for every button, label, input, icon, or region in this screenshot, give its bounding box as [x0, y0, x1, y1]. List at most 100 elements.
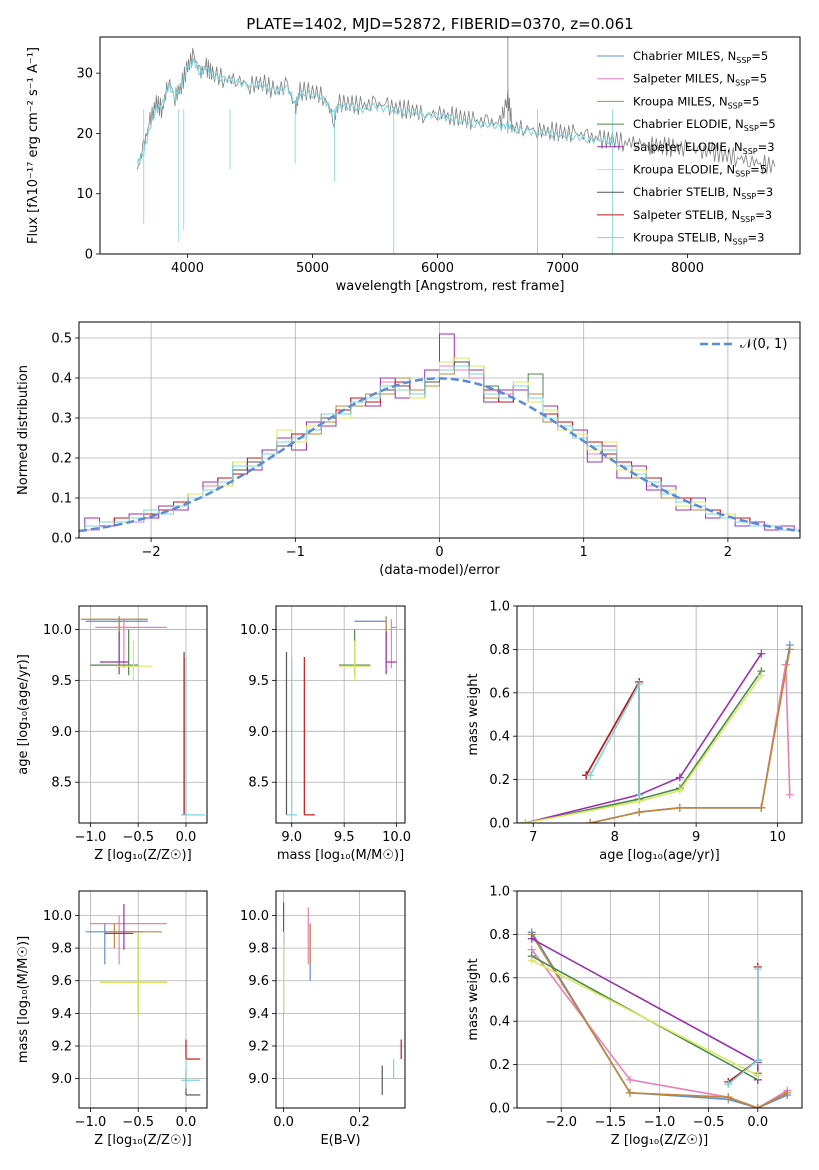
y-tick-label: 0.4 [489, 1015, 510, 1030]
x-tick-label: 9.5 [334, 830, 355, 845]
legend-label: Chabrier STELIB, NSSP=3 [633, 185, 773, 201]
legend-label-text: Chabrier ELODIE, N [633, 117, 744, 131]
legend-label-sub: SSP [744, 124, 759, 133]
x-tick-label: −1.0 [644, 1115, 676, 1130]
legend-label-sub: SSP [728, 101, 743, 110]
x-tick-label: 9.0 [281, 830, 302, 845]
x-axis-label: Z [log₁₀(Z/Z☉)] [94, 848, 191, 863]
y-tick-label: 10.0 [240, 909, 269, 924]
axes-frame [275, 890, 406, 1109]
weight-point [753, 1104, 762, 1108]
legend-label-text: Kroupa STELIB, N [633, 231, 733, 245]
legend-label-tail: =3 [755, 208, 772, 222]
gaussian-curve [79, 377, 800, 533]
y-tick-label: 1.0 [489, 885, 510, 900]
y-tick-label: 0.4 [51, 372, 72, 387]
weight-point [675, 773, 684, 782]
weight-point [586, 771, 595, 780]
x-axis-label: mass [log₁₀(M/M☉)] [277, 848, 404, 863]
age-vs-mass-plot: 9.0 9.5 10.0 8.5 9.0 9.5 10.0 mass [log₁₀(M/M☉)… [240, 605, 411, 863]
y-tick-label: 9.0 [248, 1072, 269, 1087]
plot-area [80, 616, 206, 816]
y-tick-label: 9.0 [248, 725, 269, 740]
y-tick-label: 0.1 [51, 492, 72, 507]
weight-point [757, 803, 766, 812]
y-tick-label: 0.0 [489, 1102, 510, 1117]
x-tick-label: 0.0 [273, 1115, 294, 1130]
spectrum-data-line [137, 47, 776, 174]
weight-line-kroupa-elodie [524, 674, 762, 823]
weight-point [675, 786, 684, 795]
weight-point [635, 808, 644, 817]
y-tick-label: 20 [76, 127, 93, 142]
legend-label-text: Salpeter MILES, N [633, 72, 735, 86]
age-vs-metallicity-plot: −1.0 −0.5 0.0 8.5 9.0 9.5 10.0 Z [log₁₀(Z/Z☉)] a… [16, 605, 208, 863]
mass-vs-metallicity-plot: −1.0 −0.5 0.0 9.0 9.2 9.4 9.6 9.8 10.0 Z [log₁₀(Z… [16, 890, 208, 1148]
x-tick-label: 8 [611, 830, 619, 845]
weight-point [635, 790, 644, 799]
weight-point [785, 645, 794, 654]
y-tick-label: 9.0 [51, 725, 72, 740]
residual-histogram-plot: −2 −1 0 1 2 0.0 0.1 0.2 0.3 0.4 0.5 (data-model)/er… [16, 321, 801, 578]
y-tick-label: 0 [85, 248, 93, 263]
x-tick-label: −2.0 [545, 1115, 577, 1130]
legend-label-text: Salpeter ELODIE, N [633, 140, 743, 154]
weight-point [586, 819, 595, 823]
x-axis-label: Z [log₁₀(Z/Z☉)] [94, 1133, 191, 1148]
y-tick-label: 10 [76, 187, 93, 202]
grid [517, 605, 802, 824]
legend-label: 𝒩(0, 1) [740, 337, 787, 352]
weight-point [626, 1075, 635, 1084]
plot-area [79, 333, 800, 533]
weight-line-salpeter-elodie [524, 653, 762, 823]
y-tick-label: 10.0 [240, 623, 269, 638]
y-axis-label: age [log₁₀(age/yr)] [16, 654, 31, 775]
y-tick-label: 30 [76, 67, 93, 82]
x-tick-label: 2 [724, 545, 732, 560]
plot-area [85, 904, 201, 1096]
legend-label: Kroupa STELIB, NSSP=3 [633, 231, 764, 247]
weight-point [724, 1093, 733, 1102]
y-tick-label: 0.4 [489, 730, 510, 745]
legend-label-text: Salpeter STELIB, N [633, 208, 740, 222]
plot-area [137, 37, 776, 254]
axes-frame [78, 321, 801, 539]
y-tick-label: 10.0 [43, 909, 72, 924]
legend-label-tail: =3 [758, 140, 775, 154]
axes-frame [99, 36, 801, 255]
y-tick-label: 0.2 [489, 1058, 510, 1073]
weight-point [521, 819, 530, 823]
y-tick-label: 9.6 [51, 974, 72, 989]
legend-label-tail: =5 [759, 117, 776, 131]
mass-weight-vs-metallicity-plot: −2.0 −1.5 −1.0 −0.5 0.0 0.0 0.2 0.4 0.6 0.8 1.0 Z [… [466, 885, 803, 1148]
weight-point [724, 1080, 733, 1089]
x-tick-label: 10 [769, 830, 786, 845]
x-tick-label: 7000 [546, 261, 579, 276]
x-tick-label: 1 [580, 545, 588, 560]
weight-point [757, 649, 766, 658]
grid [79, 606, 207, 823]
legend-label: Kroupa ELODIE, NSSP=5 [633, 163, 767, 179]
y-tick-label: 8.5 [51, 776, 72, 791]
y-tick-label: 0.0 [51, 532, 72, 547]
axes-frame [275, 605, 406, 824]
weight-point [753, 965, 762, 974]
x-tick-label: 10.0 [382, 830, 411, 845]
weight-point [783, 1088, 792, 1097]
x-tick-label: 9 [692, 830, 700, 845]
x-tick-label: −1.0 [75, 1115, 107, 1130]
weight-point [675, 803, 684, 812]
weight-point [753, 1071, 762, 1080]
y-axis-label: mass weight [466, 673, 481, 755]
y-axis-label: mass [log₁₀(M/M☉)] [16, 936, 31, 1063]
legend-label: Salpeter ELODIE, NSSP=3 [633, 140, 775, 156]
spectrum-model-line [137, 57, 613, 165]
legend-label-text: Kroupa MILES, N [633, 94, 728, 108]
y-tick-label: 9.6 [248, 974, 269, 989]
x-axis-label: E(B-V) [320, 1133, 360, 1148]
y-tick-label: 0.6 [489, 971, 510, 986]
x-axis-label: (data-model)/error [379, 563, 500, 578]
legend-label: Salpeter MILES, NSSP=5 [633, 72, 767, 88]
mass-vs-extinction-plot: 0.0 0.2 9.0 9.2 9.4 9.6 9.8 10.0 E(B-V) [240, 890, 406, 1148]
